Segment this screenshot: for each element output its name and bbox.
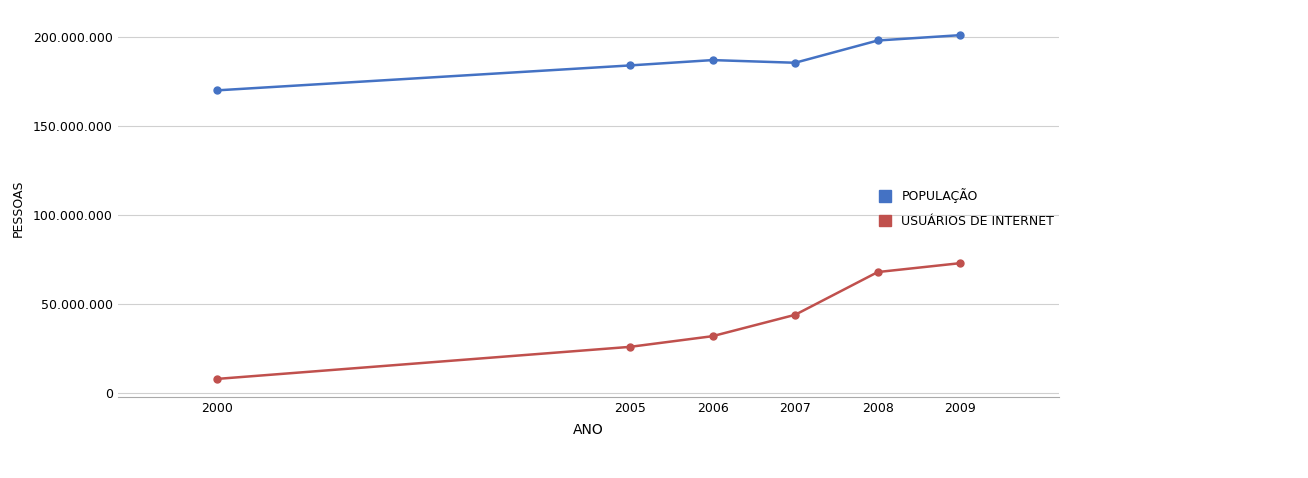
Legend: POPULAÇÃO, USUÁRIOS DE INTERNET: POPULAÇÃO, USUÁRIOS DE INTERNET (872, 182, 1061, 234)
Y-axis label: PESSOAS: PESSOAS (12, 179, 25, 237)
X-axis label: ANO: ANO (573, 423, 604, 437)
